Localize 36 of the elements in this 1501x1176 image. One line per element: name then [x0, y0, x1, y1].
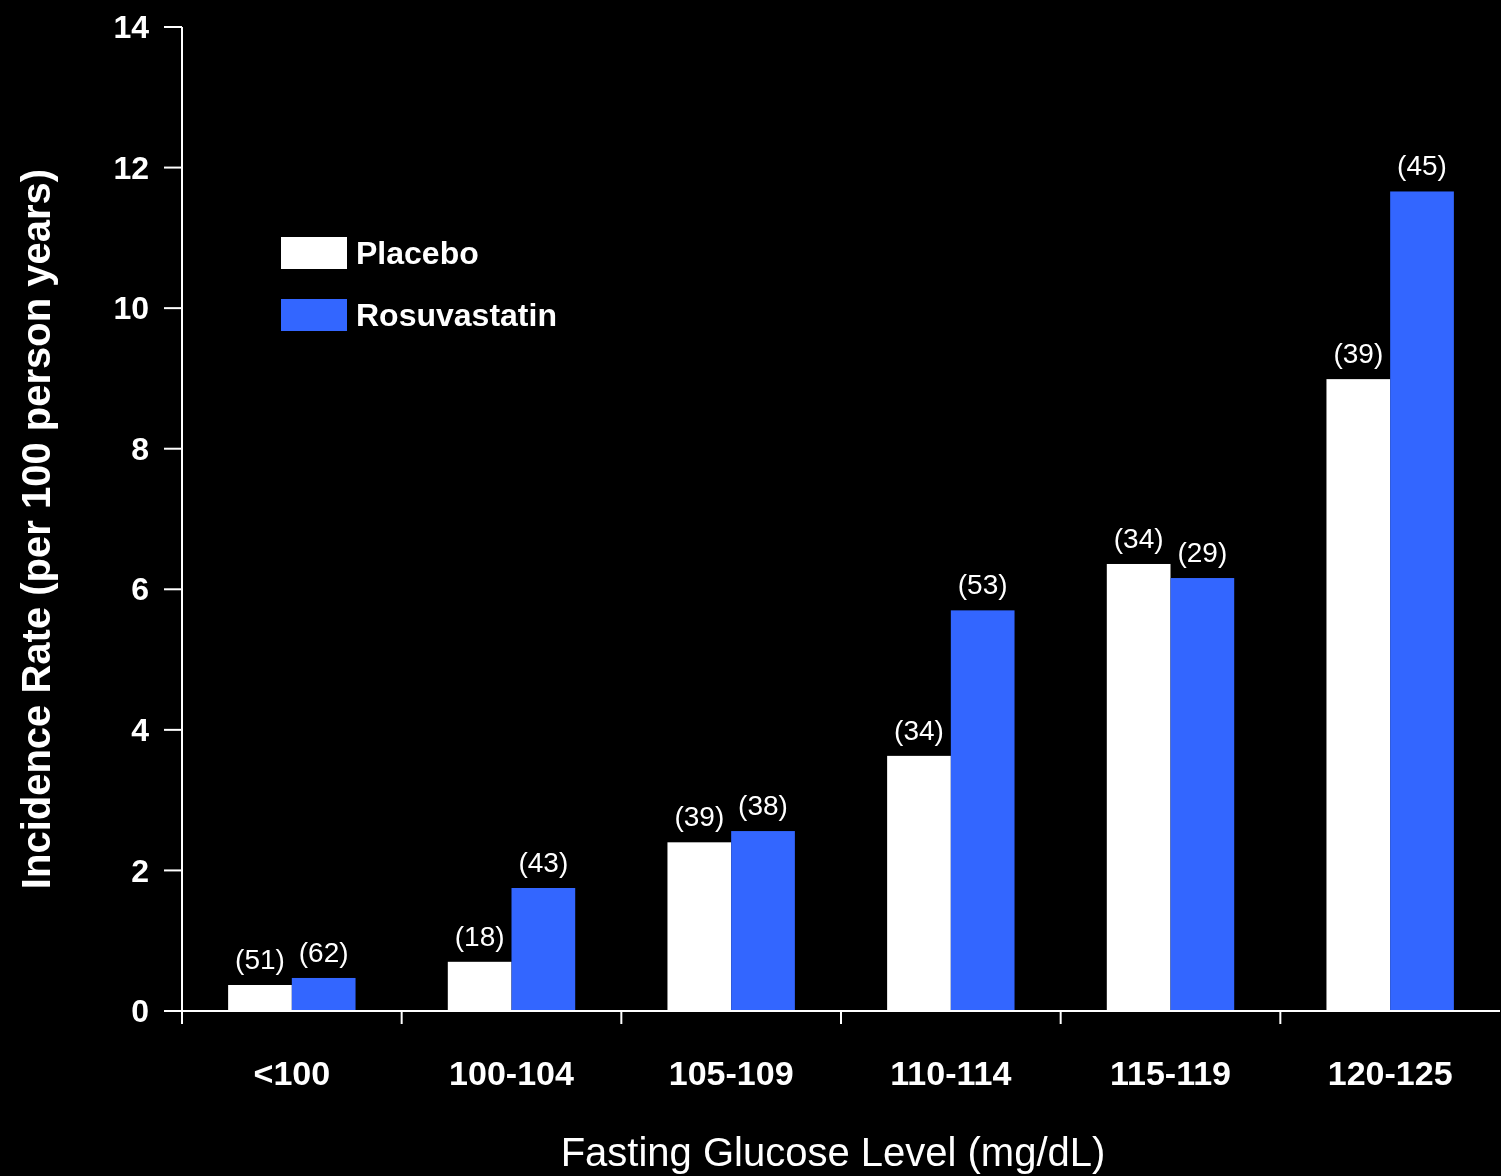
legend-label: Rosuvastatin [356, 297, 557, 334]
y-tick-label: 14 [113, 9, 150, 46]
bar [1170, 578, 1235, 1011]
legend-label: Placebo [356, 235, 479, 272]
x-tick-label: <100 [253, 1054, 331, 1092]
annotation: (38) [738, 790, 788, 822]
x-tick-label: 115-119 [1109, 1054, 1232, 1092]
y-tick-label: 6 [131, 571, 149, 608]
y-axis-title: Incidence Rate (per 100 person years) [14, 168, 58, 890]
bar [1390, 191, 1454, 1011]
annotation: (45) [1397, 150, 1447, 182]
annotation: (39) [1333, 338, 1384, 370]
y-tick-label: 10 [113, 290, 149, 327]
annotation: (34) [894, 714, 944, 746]
annotation: (43) [518, 847, 569, 878]
x-tick-label: 105-109 [668, 1054, 794, 1092]
bar [291, 977, 356, 1011]
y-tick-label: 8 [131, 430, 149, 467]
x-axis-title: Fasting Glucose Level (mg/dL) [560, 1130, 1106, 1174]
annotation: (34) [1113, 522, 1164, 554]
annotation: (53) [957, 569, 1008, 601]
bar [950, 610, 1015, 1011]
annotation: (29) [1177, 537, 1228, 569]
bar [511, 888, 576, 1011]
annotation: (51) [235, 943, 285, 975]
y-tick-label: 4 [131, 712, 150, 749]
annotation: (18) [454, 920, 505, 952]
y-tick-label: 12 [113, 149, 149, 186]
y-tick-label: 0 [131, 993, 149, 1030]
x-tick-label: 120-125 [1327, 1054, 1453, 1092]
bar [731, 831, 795, 1011]
y-tick-label: 2 [131, 852, 149, 889]
x-tick-label: 100-104 [449, 1054, 574, 1092]
x-tick-label: 110-114 [890, 1054, 1012, 1092]
annotation: (62) [298, 936, 349, 968]
annotation: (39) [674, 801, 725, 833]
